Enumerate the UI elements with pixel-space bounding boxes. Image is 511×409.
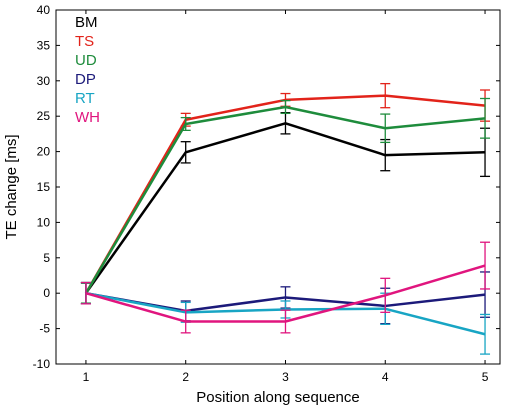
series-layer: [80, 82, 491, 355]
series-line: [84, 105, 486, 294]
y-axis: -10 -5 0 5 10 15 20 25 30 35 40: [33, 3, 500, 371]
y-tick-label: -5: [39, 322, 50, 336]
y-tick-label: -10: [33, 357, 51, 371]
legend-entry-dp: DP: [75, 71, 96, 88]
x-tick-label: 3: [282, 370, 289, 384]
legend-entry-bm: BM: [75, 14, 98, 31]
x-tick-label: 5: [482, 370, 489, 384]
series-bm: [80, 112, 491, 305]
legend-entry-ud: UD: [75, 52, 97, 69]
legend-entry-ts: TS: [75, 33, 94, 50]
legend-entry-rt: RT: [75, 90, 95, 107]
x-tick-label: 2: [182, 370, 189, 384]
series-ud: [80, 97, 491, 304]
series-wh: [80, 241, 491, 334]
y-tick-label: 25: [37, 109, 51, 123]
y-axis-title: TE change [ms]: [3, 134, 20, 239]
y-tick-label: 5: [43, 251, 50, 265]
y-tick-label: 15: [37, 180, 51, 194]
x-axis: 1 2 3 4 5: [83, 10, 489, 384]
y-tick-label: 30: [37, 74, 51, 88]
series-line: [84, 122, 486, 294]
x-tick-label: 4: [382, 370, 389, 384]
y-tick-label: 0: [43, 286, 50, 300]
legend-entry-wh: WH: [75, 109, 100, 126]
legend: BM TS UD DP RT WH: [75, 14, 100, 126]
y-tick-label: 10: [37, 215, 51, 229]
y-tick-label: 20: [37, 145, 51, 159]
x-tick-label: 1: [83, 370, 90, 384]
y-tick-label: 40: [37, 3, 51, 17]
y-tick-label: 35: [37, 38, 51, 52]
x-axis-title: Position along sequence: [196, 389, 359, 406]
